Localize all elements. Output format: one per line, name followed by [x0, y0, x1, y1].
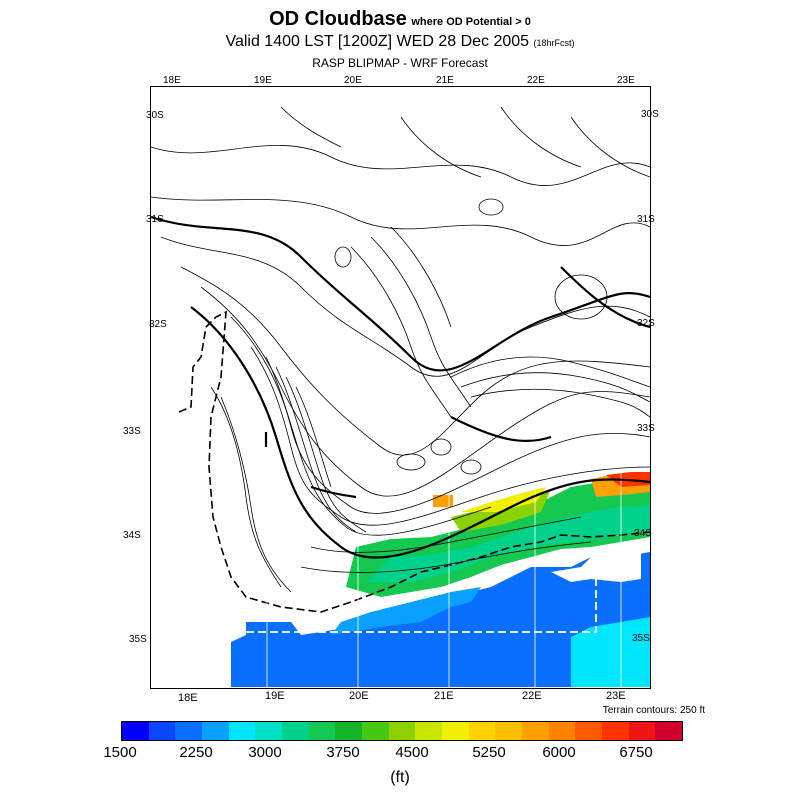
- bottom-lon-label: 19E: [265, 690, 285, 702]
- subtitle: RASP BLIPMAP - WRF Forecast: [312, 56, 488, 70]
- colorbar-swatch: [602, 722, 629, 740]
- ocean-fill-cyan: [571, 617, 650, 687]
- right-lat-label: 31S: [637, 214, 655, 225]
- colorbar-label: 5250: [472, 744, 506, 761]
- map-canvas: [151, 87, 650, 688]
- left-lat-label: 35S: [129, 634, 147, 645]
- valid-time: Valid 1400 LST [1200Z] WED 28 Dec 2005 (…: [0, 33, 800, 51]
- bottom-lon-label: 22E: [522, 690, 542, 702]
- colorbar-swatch: [335, 722, 363, 740]
- bottom-lon-label: 20E: [349, 690, 369, 702]
- colorbar-unit: (ft): [390, 769, 410, 786]
- right-lat-label: 30S: [641, 109, 659, 120]
- left-lat-label: 31S: [146, 214, 164, 225]
- valid-time-text: Valid 1400 LST [1200Z] WED 28 Dec 2005: [225, 33, 530, 50]
- bottom-lon-label: 18E: [178, 692, 198, 704]
- colorbar-swatch: [388, 722, 416, 740]
- colorbar-swatch: [442, 722, 469, 740]
- colorbar-swatch: [468, 722, 496, 740]
- top-lon-label: 23E: [617, 75, 635, 86]
- colorbar-swatch: [575, 722, 603, 740]
- title-main: OD Cloudbase: [269, 8, 407, 30]
- colorbar-label: 3750: [326, 744, 360, 761]
- bottom-lon-label: 23E: [606, 690, 626, 702]
- left-lat-label: 33S: [123, 426, 141, 437]
- top-lon-label: 22E: [527, 75, 545, 86]
- colorbar-swatch: [122, 722, 149, 740]
- colorbar-swatch: [362, 722, 389, 740]
- colorbar-swatch: [655, 722, 683, 740]
- colorbar-swatch: [495, 722, 523, 740]
- left-lat-label: 34S: [123, 530, 141, 541]
- colorbar-swatch: [415, 722, 443, 740]
- coastal-band-yellow: [461, 487, 546, 512]
- terrain-contours: [151, 106, 650, 593]
- colorbar: [121, 721, 683, 741]
- ocean-fill-cyan-2: [331, 587, 481, 635]
- cloudbase-map: [150, 86, 651, 689]
- colorbar-label: 3000: [248, 744, 282, 761]
- terrain-note: Terrain contours: 250 ft: [602, 705, 705, 716]
- colorbar-label: 1500: [103, 744, 137, 761]
- shoreline-lower: [246, 567, 597, 633]
- colorbar-swatch: [228, 722, 256, 740]
- left-lat-label: 32S: [149, 319, 167, 330]
- left-lat-label: 30S: [146, 110, 164, 121]
- terrain-contours-major: [151, 215, 650, 559]
- top-lon-label: 19E: [254, 75, 272, 86]
- title-note: where OD Potential > 0: [411, 16, 531, 28]
- map-title: OD Cloudbase where OD Potential > 0: [0, 8, 800, 31]
- colorbar-swatch: [255, 722, 283, 740]
- forecast-hours: (18hrFcst): [533, 38, 575, 48]
- top-lon-label: 18E: [163, 75, 181, 86]
- bottom-lon-label: 21E: [434, 690, 454, 702]
- coastal-band-orange-small: [433, 495, 453, 507]
- colorbar-swatch: [282, 722, 309, 740]
- colorbar-label: 4500: [395, 744, 429, 761]
- right-lat-label: 35S: [632, 633, 650, 644]
- ocean-fill-blue: [231, 552, 650, 687]
- colorbar-label: 6000: [542, 744, 576, 761]
- colorbar-swatch: [308, 722, 336, 740]
- colorbar-swatch: [148, 722, 176, 740]
- colorbar-swatch: [522, 722, 549, 740]
- colorbar-swatch: [548, 722, 576, 740]
- colorbar-swatch: [175, 722, 203, 740]
- top-lon-label: 21E: [436, 75, 454, 86]
- top-lon-label: 20E: [344, 75, 362, 86]
- coastal-band-teal: [366, 505, 650, 582]
- colorbar-label: 6750: [619, 744, 653, 761]
- colorbar-swatch: [628, 722, 656, 740]
- right-lat-label: 34S: [634, 528, 652, 539]
- colorbar-swatch: [202, 722, 229, 740]
- right-lat-label: 32S: [637, 318, 655, 329]
- colorbar-label: 2250: [179, 744, 213, 761]
- right-lat-label: 33S: [637, 423, 655, 434]
